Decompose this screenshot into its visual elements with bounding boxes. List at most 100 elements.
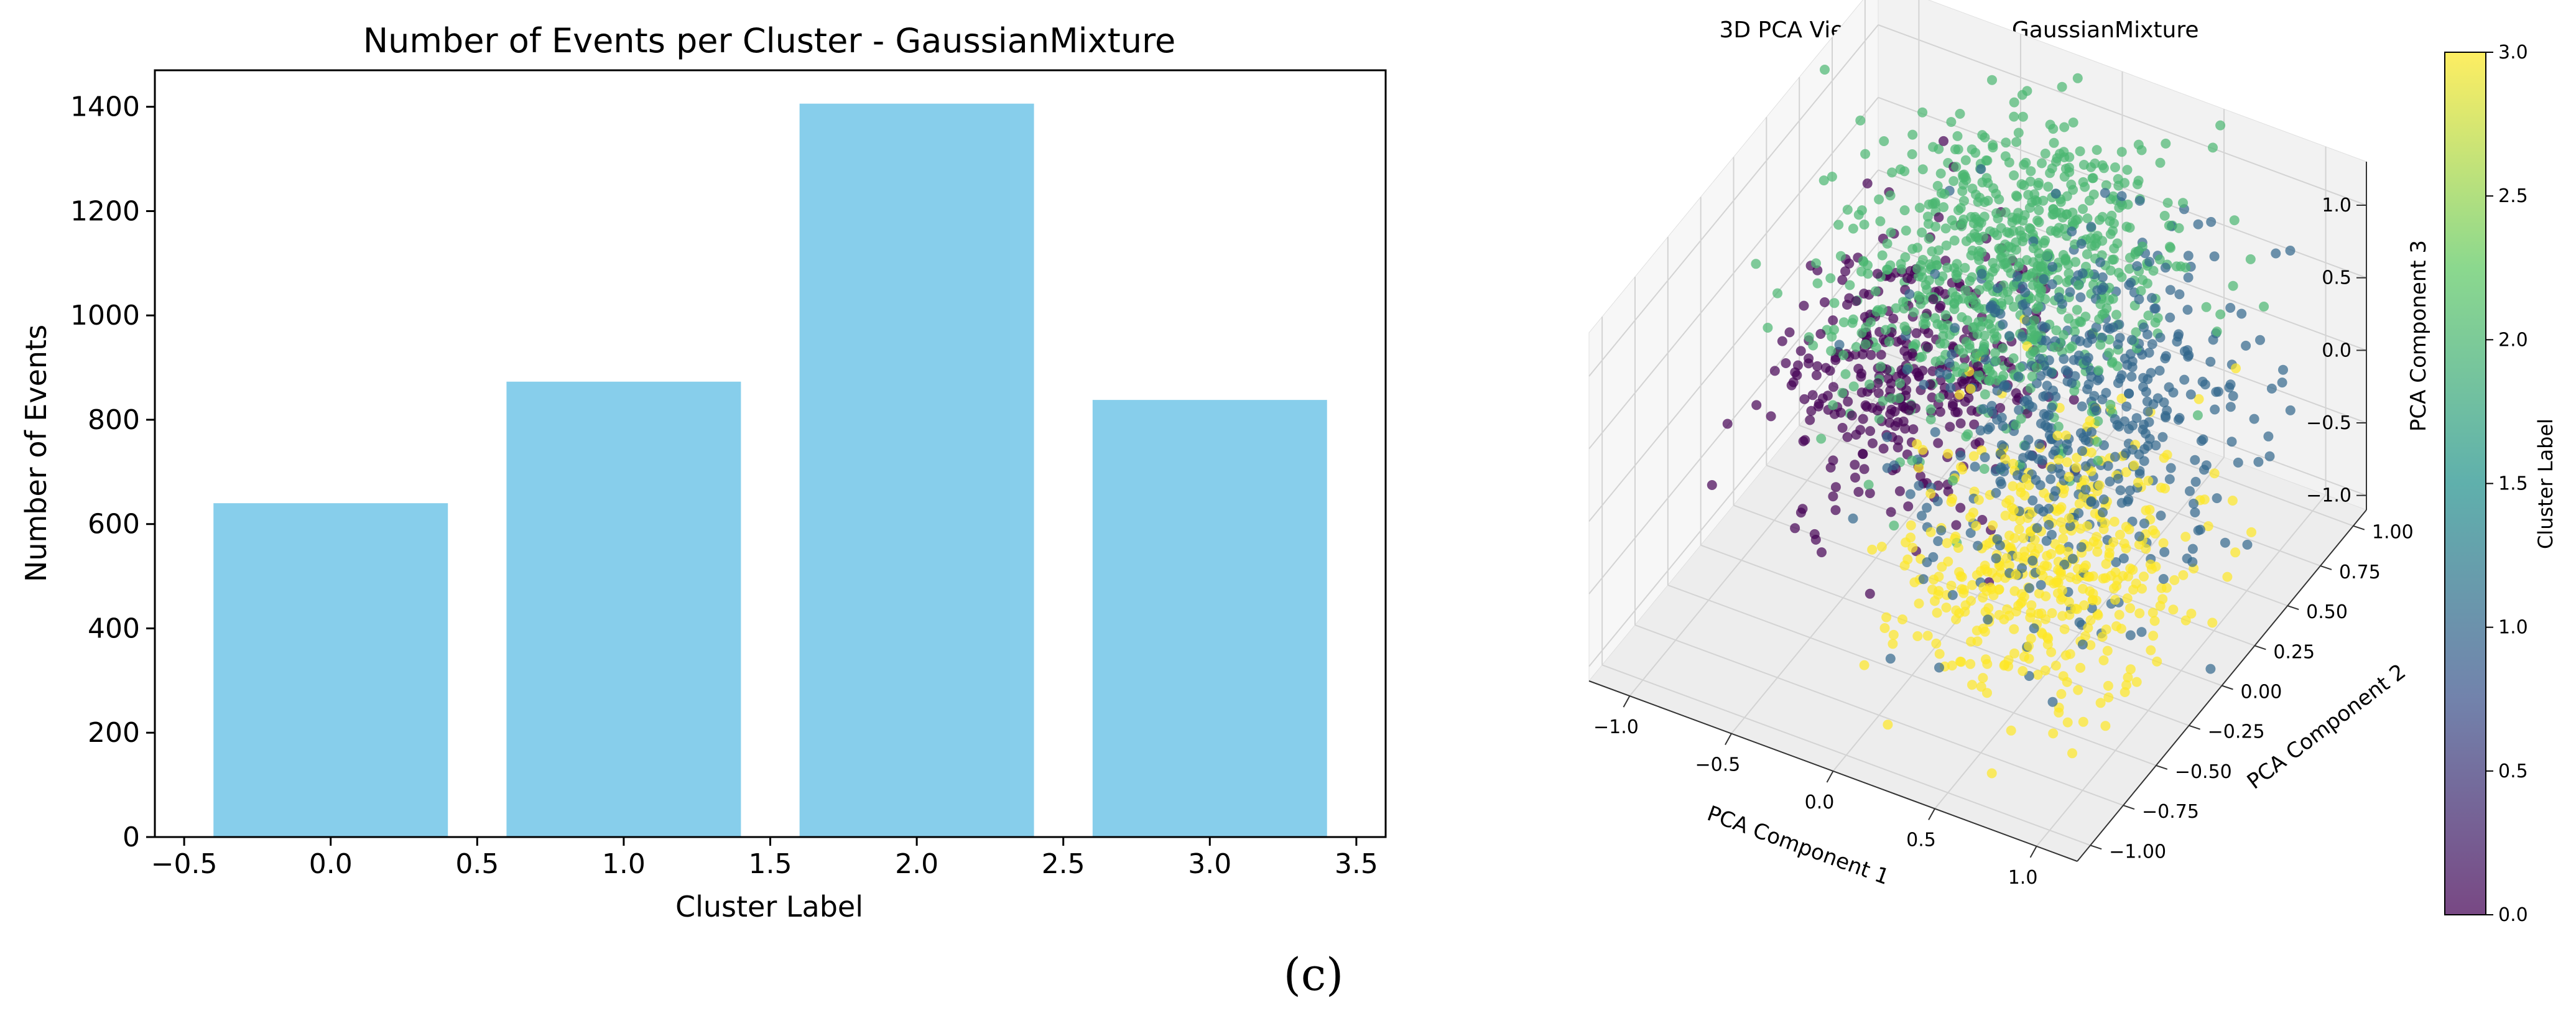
scatter-point-cluster-3 (1947, 660, 1957, 671)
scatter-point-cluster-3 (1965, 659, 1976, 669)
scatter-point-cluster-1 (2022, 307, 2032, 317)
scatter-point-cluster-0 (1830, 505, 1841, 516)
scatter-point-cluster-1 (2277, 377, 2287, 388)
scatter-point-cluster-3 (2141, 505, 2151, 516)
scatter-point-cluster-3 (2067, 748, 2077, 759)
scatter-point-cluster-2 (1960, 285, 1970, 295)
scatter-point-cluster-2 (2164, 241, 2175, 252)
scatter-point-cluster-2 (2082, 249, 2092, 259)
scatter-point-cluster-2 (1858, 256, 1868, 266)
scatter-point-cluster-2 (2028, 243, 2039, 254)
scatter-point-cluster-3 (2095, 698, 2106, 708)
scatter-point-cluster-2 (2012, 213, 2022, 223)
scatter-point-cluster-1 (1998, 421, 2008, 432)
scatter-point-cluster-0 (1872, 405, 1883, 415)
scatter-point-cluster-3 (2013, 600, 2024, 611)
scatter-point-cluster-2 (2094, 314, 2105, 325)
scatter-point-cluster-1 (2037, 321, 2047, 331)
scatter-point-cluster-1 (1882, 463, 1893, 473)
scatter-point-cluster-3 (2102, 646, 2113, 656)
scatter-point-cluster-1 (2220, 537, 2230, 548)
scatter-point-cluster-3 (2062, 457, 2072, 468)
scatter-point-cluster-3 (2044, 575, 2055, 586)
scatter-point-cluster-3 (2101, 624, 2111, 635)
scatter-point-cluster-3 (1914, 598, 1924, 609)
scatter-point-cluster-2 (2034, 205, 2044, 216)
scatter-point-cluster-2 (2112, 238, 2123, 249)
scatter-point-cluster-3 (2116, 394, 2127, 404)
scatter-point-cluster-0 (1862, 178, 1873, 188)
scatter-point-cluster-3 (2058, 671, 2069, 682)
scatter-point-cluster-3 (2073, 685, 2083, 695)
scatter-point-cluster-2 (1874, 414, 1884, 424)
scatter-point-cluster-0 (1843, 396, 1853, 407)
scatter-point-cluster-1 (2198, 434, 2208, 445)
scatter-point-cluster-1 (2209, 251, 2220, 262)
scatter-point-cluster-1 (2127, 356, 2138, 366)
scatter-point-cluster-1 (1947, 590, 1958, 600)
scatter-point-cluster-1 (2120, 353, 2130, 364)
scatter-point-cluster-2 (1991, 188, 2001, 199)
scatter-point-cluster-2 (1979, 339, 1990, 349)
scatter-point-cluster-1 (1978, 404, 1989, 414)
scatter-point-cluster-2 (2123, 199, 2133, 210)
scatter-point-cluster-0 (1923, 328, 1934, 338)
pca2-tick-label: −0.75 (2142, 801, 2199, 823)
scatter-point-cluster-3 (1946, 580, 1957, 591)
scatter-point-cluster-1 (2174, 289, 2185, 300)
scatter-point-cluster-1 (2144, 417, 2154, 427)
scatter-point-cluster-3 (2075, 662, 2086, 673)
scatter-point-cluster-0 (1928, 294, 1939, 305)
scatter-point-cluster-0 (1850, 460, 1860, 470)
scatter-point-cluster-1 (2110, 451, 2120, 462)
scatter-point-cluster-2 (2084, 195, 2095, 206)
scatter-point-cluster-3 (2180, 615, 2191, 626)
scatter-point-cluster-1 (2040, 420, 2050, 431)
scatter-point-cluster-2 (2036, 262, 2046, 272)
scatter-point-cluster-3 (2014, 524, 2024, 534)
scatter-point-cluster-2 (2028, 257, 2039, 267)
scatter-point-cluster-0 (1853, 487, 1864, 497)
scatter-point-cluster-3 (2065, 572, 2075, 583)
scatter-point-cluster-1 (2090, 402, 2100, 413)
scatter-point-cluster-2 (2027, 346, 2038, 356)
scatter-point-cluster-2 (1840, 369, 1851, 379)
scatter-point-cluster-3 (1980, 626, 1990, 637)
scatter-point-cluster-1 (2041, 335, 2051, 346)
scatter-point-cluster-0 (1955, 418, 1966, 428)
scatter-point-cluster-0 (1828, 491, 1838, 502)
scatter-point-cluster-1 (2148, 399, 2159, 409)
scatter-point-cluster-2 (1949, 298, 1960, 308)
scatter-point-cluster-1 (1985, 301, 1996, 312)
scatter-point-cluster-0 (1955, 502, 1966, 513)
scatter-point-cluster-2 (1811, 258, 1821, 269)
scatter-point-cluster-0 (1873, 378, 1883, 389)
scatter-point-cluster-2 (1870, 286, 1881, 297)
scatter-point-cluster-1 (2165, 312, 2175, 323)
scatter-point-cluster-1 (2004, 331, 2014, 341)
scatter-point-cluster-3 (2064, 471, 2074, 482)
scatter-point-cluster-3 (2034, 588, 2044, 599)
scatter-point-cluster-2 (2013, 127, 2024, 138)
scatter-point-cluster-1 (1983, 424, 1993, 435)
scatter-point-cluster-2 (1865, 379, 1874, 390)
scatter-point-cluster-1 (2126, 335, 2137, 345)
scatter-point-cluster-3 (1951, 614, 1962, 624)
scatter-point-cluster-3 (2093, 610, 2103, 621)
scatter-point-cluster-2 (1974, 285, 1985, 295)
scatter-point-cluster-3 (2071, 462, 2082, 473)
pca2-tick-mark (2254, 645, 2266, 650)
scatter-point-cluster-1 (2242, 539, 2253, 550)
scatter-point-cluster-2 (1950, 144, 1960, 155)
scatter-point-cluster-1 (1932, 496, 1943, 507)
scatter-point-cluster-1 (2255, 335, 2265, 345)
scatter-point-cluster-2 (2027, 268, 2037, 279)
scatter-point-cluster-2 (1772, 288, 1782, 298)
scatter-point-cluster-2 (1980, 389, 1990, 400)
scatter-point-cluster-2 (2064, 313, 2074, 324)
scatter-point-cluster-3 (2231, 363, 2241, 374)
pca2-axis-label: PCA Component 2 (2243, 659, 2411, 794)
scatter-point-cluster-3 (1955, 571, 1966, 581)
colorbar: 0.0 0.5 1.0 1.5 2.0 2.5 3.0 Cluster Label (2444, 42, 2557, 926)
scatter-point-cluster-1 (1885, 654, 1896, 664)
